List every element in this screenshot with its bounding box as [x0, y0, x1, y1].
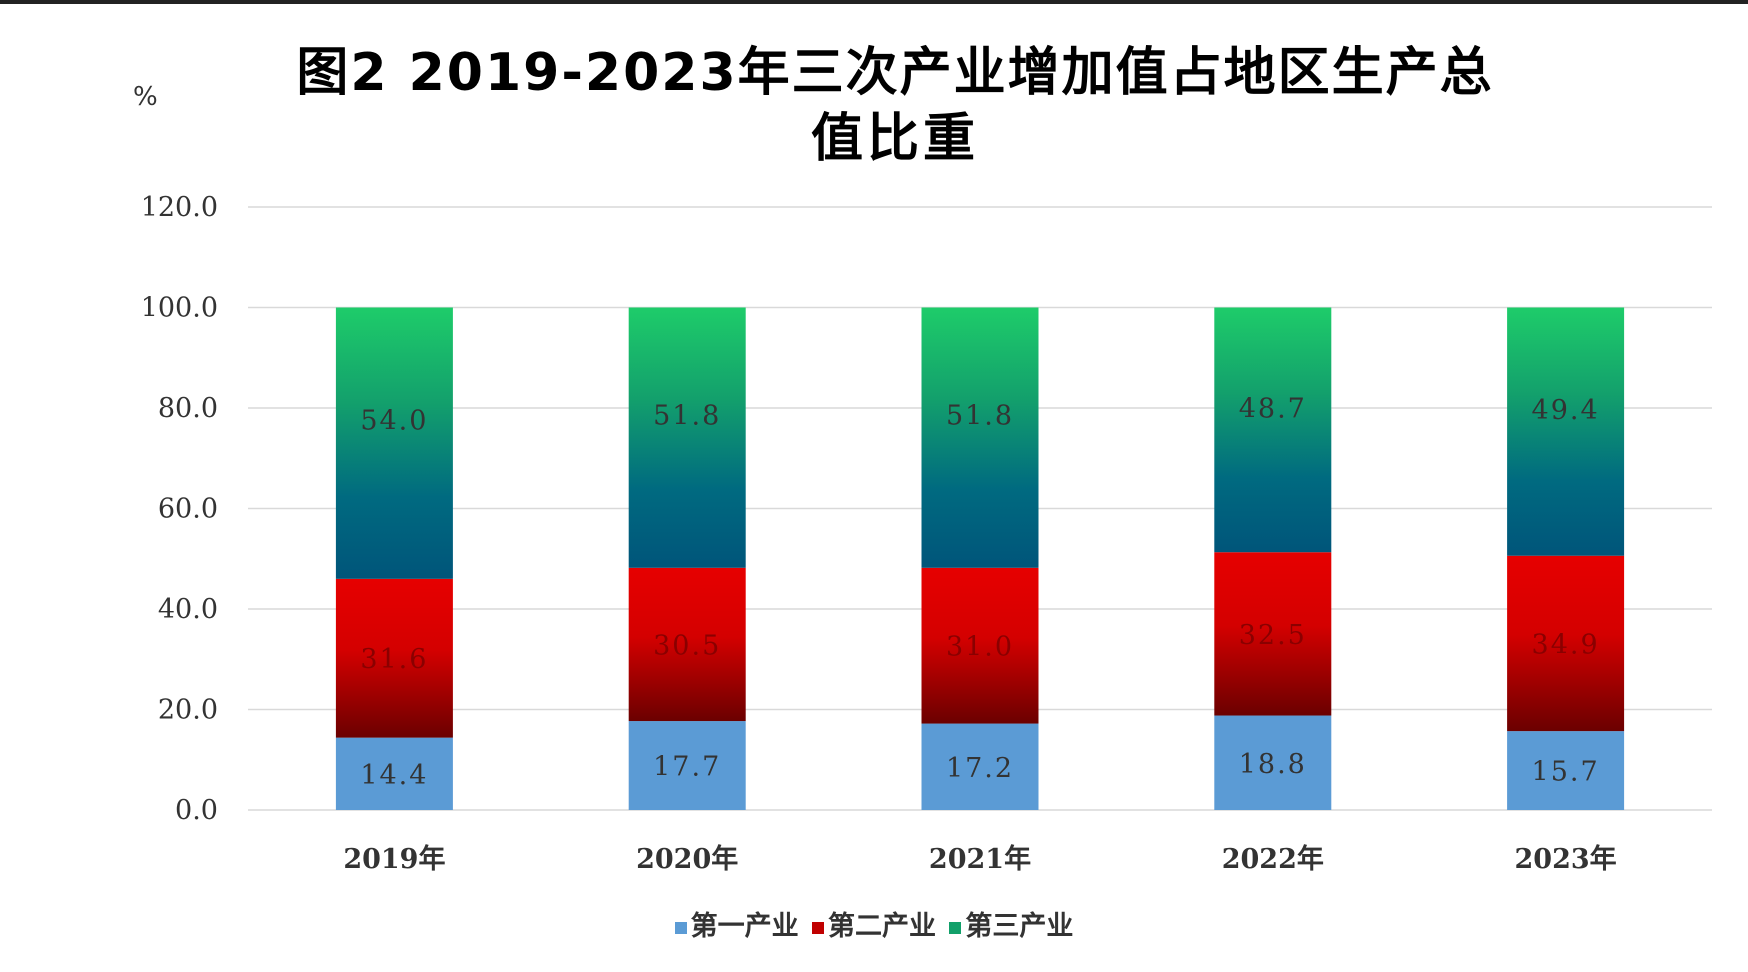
bar-segment-tertiary — [1507, 307, 1625, 556]
legend-item-primary: 第一产业 — [674, 904, 799, 943]
data-label-primary: 14.4 — [360, 760, 428, 791]
data-label-primary: 17.2 — [946, 753, 1014, 784]
data-label-secondary: 31.6 — [360, 644, 428, 675]
bar-segment-secondary — [628, 567, 746, 722]
bar-segment-primary — [1214, 715, 1332, 810]
y-tick-label: 0.0 — [175, 795, 218, 826]
x-tick-label: 2023年 — [1515, 843, 1617, 875]
data-label-tertiary: 51.8 — [946, 401, 1014, 432]
bar-segment-secondary — [921, 567, 1039, 724]
bar-segment-tertiary — [628, 307, 746, 568]
bar-segment-tertiary — [335, 307, 453, 579]
legend-label-tertiary: 第三产业 — [965, 911, 1074, 942]
x-tick-label: 2022年 — [1222, 843, 1324, 875]
data-label-primary: 17.7 — [653, 752, 721, 783]
legend: 第一产业 第二产业 第三产业 — [0, 904, 1748, 943]
chart-title-line-2: 值比重 — [810, 109, 979, 169]
x-tick-label: 2019年 — [343, 843, 445, 875]
x-tick-label: 2021年 — [929, 843, 1031, 875]
chart-title-line-1: 图2 2019-2023年三次产业增加值占地区生产总 — [296, 43, 1494, 103]
bar-segment-primary — [335, 737, 453, 810]
y-tick-label: 100.0 — [141, 293, 218, 324]
data-label-primary: 15.7 — [1532, 757, 1600, 788]
data-label-secondary: 32.5 — [1239, 620, 1307, 651]
y-tick-label: 20.0 — [158, 695, 218, 726]
legend-item-secondary: 第二产业 — [812, 904, 936, 943]
legend-label-primary: 第一产业 — [690, 911, 799, 942]
data-label-primary: 18.8 — [1239, 749, 1307, 780]
bar-segment-primary — [628, 721, 746, 810]
y-tick-label: 80.0 — [158, 393, 218, 424]
legend-item-tertiary: 第三产业 — [949, 904, 1073, 943]
legend-swatch-primary — [674, 921, 687, 934]
data-label-tertiary: 48.7 — [1239, 394, 1307, 425]
data-label-secondary: 31.0 — [946, 632, 1014, 663]
data-label-secondary: 30.5 — [653, 630, 721, 661]
bar-segment-primary — [1507, 731, 1625, 810]
x-tick-label: 2020年 — [636, 843, 738, 875]
bar-segment-primary — [921, 723, 1039, 810]
y-tick-label: 120.0 — [141, 192, 218, 223]
legend-label-secondary: 第二产业 — [828, 911, 936, 942]
y-tick-label: 60.0 — [158, 494, 218, 525]
y-axis-unit-label: % — [133, 82, 158, 112]
data-label-secondary: 34.9 — [1532, 629, 1600, 660]
data-label-tertiary: 51.8 — [653, 401, 721, 432]
bar-segment-secondary — [335, 578, 453, 738]
top-border — [0, 0, 1748, 4]
legend-swatch-tertiary — [949, 921, 962, 934]
y-tick-label: 40.0 — [158, 594, 218, 625]
bar-segment-secondary — [1214, 552, 1332, 716]
bar-segment-secondary — [1507, 555, 1625, 732]
bar-segment-tertiary — [921, 307, 1039, 568]
data-label-tertiary: 49.4 — [1532, 395, 1600, 426]
bar-segment-tertiary — [1214, 307, 1332, 553]
legend-swatch-secondary — [812, 921, 824, 934]
data-label-tertiary: 54.0 — [360, 406, 428, 437]
